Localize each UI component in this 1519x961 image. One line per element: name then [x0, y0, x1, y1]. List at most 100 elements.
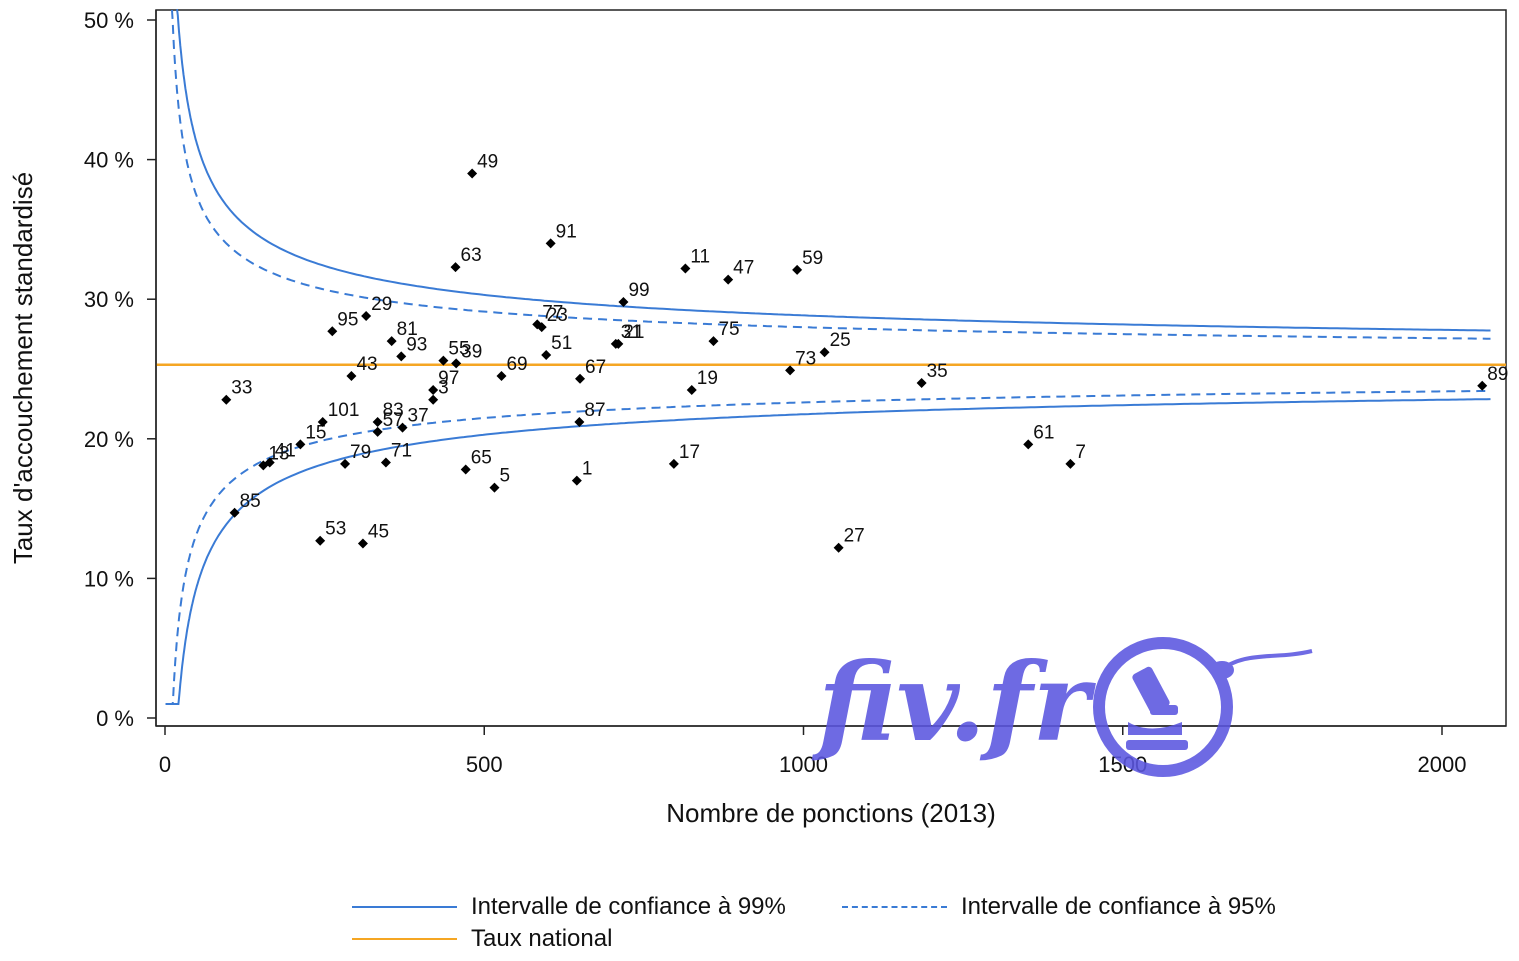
data-point-label: 1 [582, 459, 593, 480]
data-point-label: 73 [795, 348, 816, 369]
data-point-label: 61 [1033, 422, 1054, 443]
data-point-label: 35 [927, 361, 948, 382]
y-tick-label: 40 % [84, 148, 134, 173]
data-point-marker [340, 458, 351, 469]
data-point-marker [346, 370, 357, 381]
data-point-marker [451, 358, 462, 369]
data-point-label: 33 [231, 378, 252, 399]
data-point-marker [317, 417, 328, 428]
fiv-watermark-logo: fiv.fr [811, 637, 1313, 777]
y-tick-label: 0 % [96, 706, 134, 731]
data-point-marker [396, 351, 407, 362]
data-point-label: 59 [802, 248, 823, 269]
data-point-marker [386, 336, 397, 347]
data-point-marker [618, 296, 629, 307]
data-point-label: 11 [690, 246, 710, 267]
data-point-marker [229, 507, 240, 518]
data-point-label: 47 [733, 258, 754, 279]
legend-swatch-solid [352, 906, 457, 908]
data-point-label: 3 [438, 378, 449, 399]
data-point-marker [571, 475, 582, 486]
y-tick-label: 50 % [84, 8, 134, 33]
data-point-marker [380, 457, 391, 468]
data-point-label: 87 [584, 400, 605, 421]
data-point-label: 57 [383, 410, 404, 431]
data-point-label: 79 [350, 442, 371, 463]
legend-swatch-national [352, 938, 457, 940]
data-point-marker [295, 439, 306, 450]
data-point-marker [467, 168, 478, 179]
data-point-label: 99 [628, 280, 649, 301]
data-point-label: 67 [585, 357, 606, 378]
y-axis-title: Taux d'accouchement standardisé [8, 172, 38, 564]
data-point-marker [489, 482, 500, 493]
data-point-marker [916, 377, 927, 388]
data-point-label: 85 [240, 491, 261, 512]
ci95-lower-curve [165, 389, 1491, 705]
data-point-label: 95 [337, 309, 358, 330]
data-point-marker [496, 370, 507, 381]
axes: 0 %10 %20 %30 %40 %50 %0 500 1000 1500 2000 [84, 8, 1506, 777]
data-point-marker [610, 338, 621, 349]
data-point-marker [541, 350, 552, 361]
legend-item-ci99: Intervalle de confiance à 99% [352, 893, 786, 921]
data-point-label: 39 [461, 341, 482, 362]
legend-label: Intervalle de confiance à 99% [471, 893, 786, 920]
data-point-label: 41 [275, 441, 296, 462]
data-point-label: 45 [368, 522, 389, 543]
data-point-label: 37 [408, 406, 429, 427]
data-point-marker [723, 274, 734, 285]
data-point-marker [680, 263, 691, 274]
data-point-marker [397, 422, 408, 433]
data-point-label: 7 [1075, 442, 1086, 463]
data-point-marker [315, 535, 326, 546]
data-point-label: 51 [551, 333, 572, 354]
ci99-upper-curve [176, 9, 1491, 332]
data-point-marker [327, 326, 338, 337]
data-point-marker [1477, 380, 1488, 391]
ci99-lower-curve [165, 398, 1491, 705]
data-point-marker [532, 319, 543, 330]
data-point-marker [428, 384, 439, 395]
data-point-marker [819, 347, 830, 358]
data-point-label: 101 [328, 400, 360, 421]
data-point-marker [833, 542, 844, 553]
data-point-marker [785, 365, 796, 376]
data-point-marker [372, 417, 383, 428]
x-axis-title: Nombre de ponctions (2013) [666, 798, 996, 828]
data-point-label: 17 [679, 442, 700, 463]
confidence-interval-curves [165, 9, 1491, 705]
data-point-marker [428, 394, 439, 405]
data-point-marker [668, 458, 679, 469]
data-point-label: 97 [438, 368, 459, 389]
data-point-label: 49 [477, 152, 498, 173]
data-point-marker [264, 457, 275, 468]
x-tick-label: 0 [159, 752, 171, 777]
legend-item-ci95: Intervalle de confiance à 95% [842, 893, 1276, 921]
x-tick-label: 2000 [1418, 752, 1467, 777]
data-point-marker [438, 355, 449, 366]
data-point-label: 23 [547, 305, 568, 326]
data-point-label: 19 [697, 368, 718, 389]
data-point-marker [1023, 439, 1034, 450]
data-point-label: 91 [556, 221, 577, 242]
data-point-marker [574, 417, 585, 428]
y-tick-label: 20 % [84, 427, 134, 452]
data-point-label: 27 [844, 526, 865, 547]
data-point-label: 71 [391, 441, 412, 462]
y-tick-label: 10 % [84, 566, 134, 591]
data-point-label: 81 [397, 319, 418, 340]
watermark-text: fiv.fr [811, 640, 1096, 766]
data-point-marker [545, 238, 556, 249]
data-point-label: 31 [621, 322, 642, 343]
data-point-label: 21 [623, 322, 644, 343]
data-point-marker [221, 394, 232, 405]
data-point-marker [708, 336, 719, 347]
data-point-label: 13 [268, 443, 289, 464]
legend-label: Intervalle de confiance à 95% [961, 893, 1276, 920]
data-point-label: 83 [383, 400, 404, 421]
data-point-label: 65 [471, 448, 492, 469]
microscope-circle-icon [1093, 637, 1313, 777]
data-point-marker [575, 373, 586, 384]
